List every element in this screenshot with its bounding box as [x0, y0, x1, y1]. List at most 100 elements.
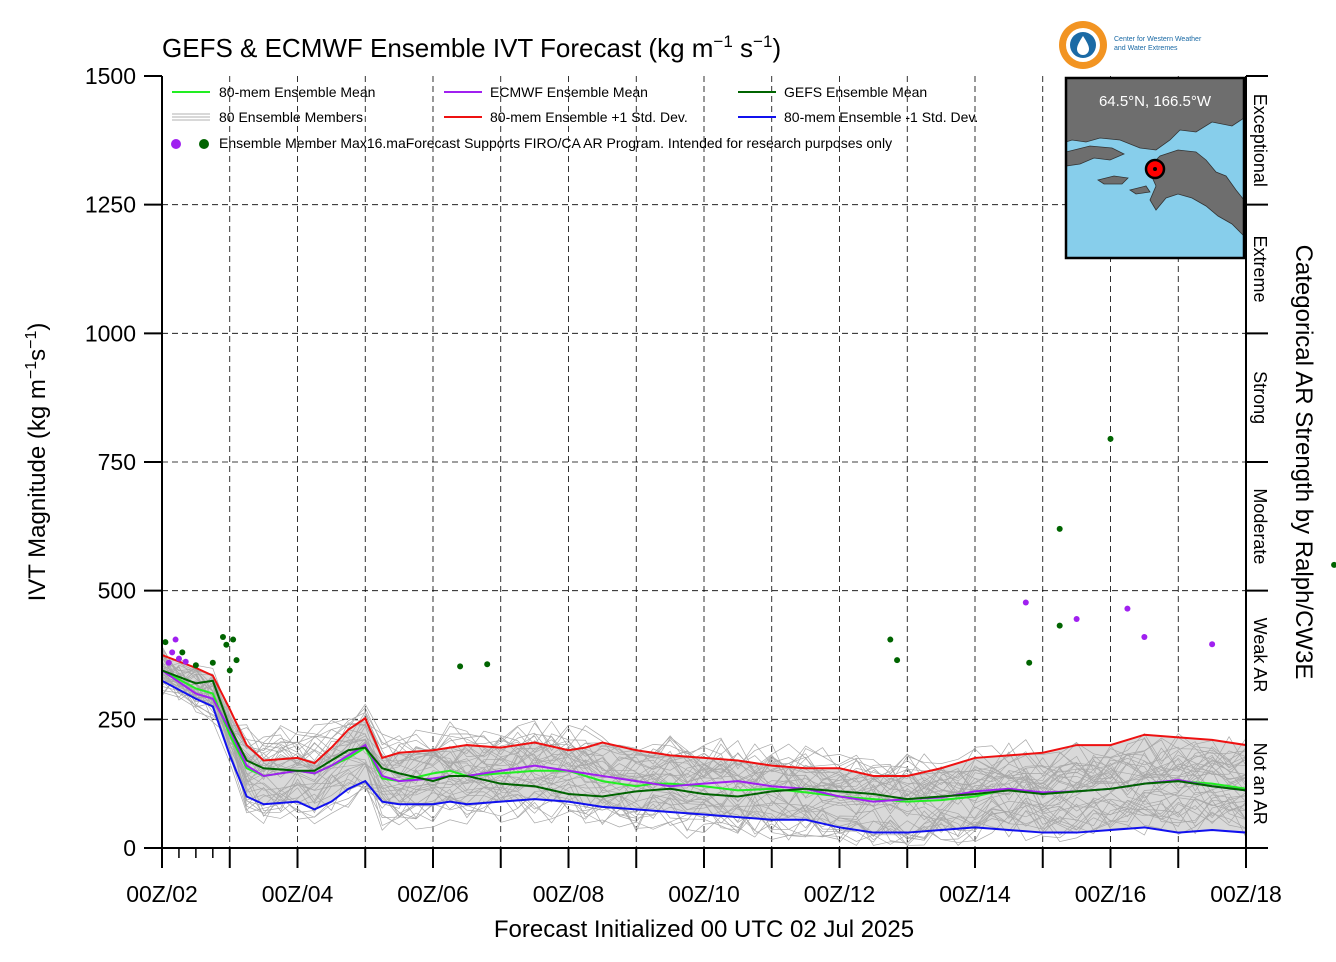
- max-point-gefs: [457, 663, 464, 670]
- max-point-gefs: [894, 657, 901, 664]
- x-tick-label: 00Z/14: [939, 881, 1011, 907]
- max-point-gefs: [162, 639, 169, 646]
- max-point-gefs: [1056, 622, 1063, 629]
- x-axis-label: Forecast Initialized 00 UTC 02 Jul 2025: [494, 916, 914, 943]
- category-axis-label: Categorical AR Strength by Ralph/CW3E: [1290, 245, 1317, 680]
- max-point-gefs: [887, 636, 894, 643]
- legend-label-ecmwf-mean: ECMWF Ensemble Mean: [490, 84, 648, 100]
- ensemble-member-line: [162, 680, 1246, 846]
- y-tick-label: 1500: [85, 63, 136, 89]
- max-point-ecmwf: [169, 649, 176, 656]
- ensemble-member-line: [162, 679, 1246, 844]
- x-tick-label: 00Z/04: [262, 881, 334, 907]
- legend-swatch-max-gefs: [199, 139, 209, 149]
- max-point-gefs: [230, 636, 237, 643]
- ensemble-member-line: [162, 653, 1246, 803]
- max-point-gefs: [179, 649, 186, 656]
- inset-map-location-label: 64.5°N, 166.5°W: [1099, 93, 1212, 110]
- cw3e-logo: Center for Western Weather and Water Ext…: [1059, 21, 1202, 69]
- max-point-gefs: [209, 659, 216, 666]
- max-point-gefs: [219, 633, 226, 640]
- series-lines: [162, 654, 1246, 834]
- ensemble-member-line: [162, 671, 1246, 839]
- ensemble-member-line: [162, 664, 1246, 843]
- max-point-gefs: [233, 657, 240, 664]
- inset-map-land-east: [1147, 149, 1245, 237]
- max-point-gefs: [1331, 561, 1336, 568]
- x-tick-label: 00Z/02: [126, 881, 198, 907]
- max-point-ecmwf: [1124, 605, 1131, 612]
- y-tick-label: 0: [123, 835, 136, 861]
- grid-lines: [162, 76, 1246, 848]
- x-tick-label: 00Z/08: [533, 881, 605, 907]
- category-label: Extreme: [1250, 235, 1270, 302]
- chart-title: GEFS & ECMWF Ensemble IVT Forecast (kg m…: [162, 32, 781, 63]
- x-tick-label: 00Z/18: [1210, 881, 1282, 907]
- y-axis-label: IVT Magnitude (kg m−1s−1): [23, 323, 51, 602]
- category-label: Exceptional: [1250, 94, 1270, 187]
- max-point-gefs: [226, 667, 233, 674]
- y-tick-label: 1000: [85, 320, 136, 346]
- y-tick-label: 1250: [85, 192, 136, 218]
- ensemble-member-line: [162, 680, 1246, 846]
- ensemble-member-line: [162, 680, 1246, 837]
- max-point-gefs: [1026, 659, 1033, 666]
- series-line: [162, 669, 1246, 801]
- max-point-ecmwf: [165, 659, 172, 666]
- inset-map-island-small: [1129, 185, 1151, 195]
- ensemble-member-line: [162, 690, 1246, 837]
- logo-text-line1: Center for Western Weather: [1114, 36, 1202, 43]
- y-tick-label: 250: [98, 706, 136, 732]
- x-tick-label: 00Z/10: [668, 881, 740, 907]
- max-point-gefs: [192, 662, 199, 669]
- series-line: [162, 654, 1246, 777]
- legend-label-members: 80 Ensemble Members: [219, 109, 363, 125]
- ensemble-member-line: [162, 656, 1246, 785]
- max-point-ecmwf: [1209, 641, 1216, 648]
- ensemble-member-line: [162, 664, 1246, 821]
- category-label: Weak AR: [1250, 618, 1270, 693]
- max-point-ecmwf: [1022, 599, 1029, 606]
- max-point-ecmwf: [172, 636, 179, 643]
- max-point-gefs: [1107, 435, 1114, 442]
- inset-map-border: [1064, 76, 1246, 260]
- y-tick-label: 750: [98, 449, 136, 475]
- ensemble-member-line: [162, 664, 1246, 801]
- water-drop-icon: [1077, 36, 1089, 55]
- max-point-gefs: [484, 661, 491, 668]
- spread-envelope: [162, 655, 1246, 833]
- max-point-ecmwf: [175, 655, 182, 662]
- x-tick-label: 00Z/12: [804, 881, 876, 907]
- max-point-gefs: [223, 641, 230, 648]
- max-point-gefs: [1056, 525, 1063, 532]
- ensemble-member-line: [162, 648, 1246, 790]
- category-label: Strong: [1250, 371, 1270, 424]
- category-label: Not an AR: [1250, 743, 1270, 825]
- legend-label-plus-sd: 80-mem Ensemble +1 Std. Dev.: [490, 109, 688, 125]
- max-point-ecmwf: [1073, 615, 1080, 622]
- max-points: [162, 435, 1336, 674]
- inset-map-island: [1097, 175, 1129, 185]
- legend-label-mean80: 80-mem Ensemble Mean: [219, 84, 375, 100]
- category-label: Moderate: [1250, 488, 1270, 564]
- legend: 80-mem Ensemble Mean 80 Ensemble Members…: [171, 84, 978, 151]
- ensemble-member-line: [162, 654, 1246, 783]
- inset-map-peninsula: [1065, 145, 1125, 167]
- inset-map-land-north: [1065, 77, 1245, 151]
- axes: 0 250 500 750 1000 1250 1500 00Z/02 00Z/04 00Z/06…: [85, 63, 1282, 907]
- x-tick-label: 00Z/06: [397, 881, 469, 907]
- ensemble-member-line: [162, 668, 1246, 794]
- y-tick-label: 500: [98, 578, 136, 604]
- ensemble-member-line: [162, 672, 1246, 815]
- legend-label-max: Ensemble Member Max16.maForecast Support…: [219, 135, 892, 151]
- legend-label-minus-sd: 80-mem Ensemble -1 Std. Dev.: [784, 109, 978, 125]
- legend-swatch-members: [172, 113, 210, 121]
- inset-map: 64.5°N, 166.5°W: [1064, 76, 1246, 260]
- legend-label-gefs-mean: GEFS Ensemble Mean: [784, 84, 927, 100]
- logo-text-line2: and Water Extremes: [1114, 45, 1178, 52]
- ensemble-members: [162, 646, 1246, 846]
- max-point-ecmwf: [182, 658, 189, 665]
- ensemble-member-line: [162, 676, 1246, 798]
- legend-swatch-max-ecmwf: [171, 139, 181, 149]
